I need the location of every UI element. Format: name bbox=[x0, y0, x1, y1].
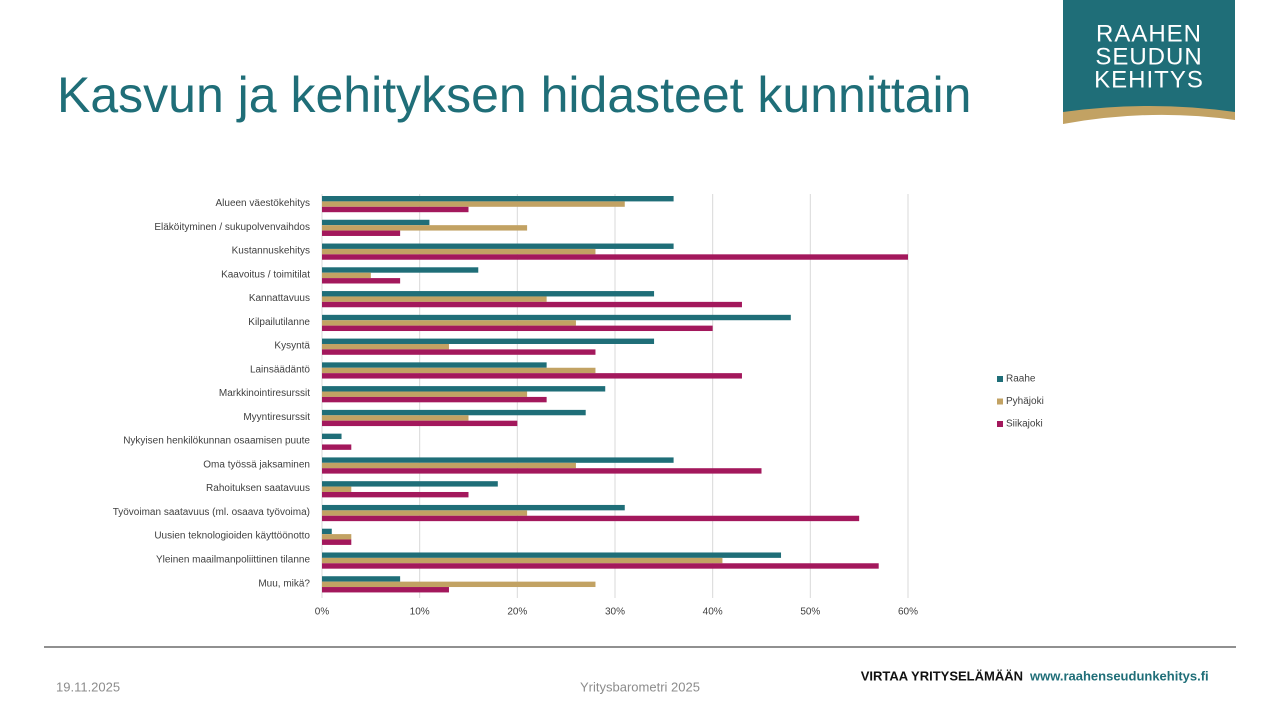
slide-title: Kasvun ja kehityksen hidasteet kunnittai… bbox=[57, 67, 971, 123]
bar bbox=[322, 433, 342, 440]
footer-date: 19.11.2025 bbox=[56, 679, 120, 694]
y-tick-label: Uusien teknologioiden käyttöönotto bbox=[154, 531, 310, 542]
y-tick-label: Rahoituksen saatavuus bbox=[206, 483, 310, 494]
bar bbox=[322, 325, 713, 332]
bar bbox=[322, 373, 742, 379]
y-tick-label: Kannattavuus bbox=[249, 293, 310, 304]
bar bbox=[322, 457, 674, 463]
bar bbox=[322, 320, 576, 326]
bar bbox=[322, 391, 528, 397]
legend-label: Pyhäjoki bbox=[1006, 396, 1044, 407]
bar bbox=[322, 420, 518, 427]
legend-label: Raahe bbox=[1006, 374, 1036, 385]
y-tick-label: Oma työssä jaksaminen bbox=[203, 459, 310, 470]
bar bbox=[322, 481, 498, 487]
bar bbox=[322, 272, 371, 279]
x-tick-label: 10% bbox=[410, 607, 430, 618]
bar bbox=[322, 314, 791, 321]
bar bbox=[322, 396, 547, 403]
y-tick-label: Eläköityminen / sukupolvenvaihdos bbox=[154, 222, 310, 233]
bar bbox=[322, 552, 782, 558]
bar bbox=[322, 486, 352, 492]
logo-text: KEHITYS bbox=[1094, 66, 1204, 93]
bar bbox=[322, 576, 401, 582]
logo-swoosh bbox=[1063, 106, 1235, 124]
bar bbox=[322, 528, 332, 535]
bar bbox=[322, 534, 352, 540]
legend-swatch bbox=[997, 421, 1003, 427]
bar bbox=[322, 515, 860, 522]
x-tick-label: 30% bbox=[605, 607, 625, 618]
x-tick-label: 20% bbox=[507, 607, 527, 618]
y-tick-label: Kaavoitus / toimitilat bbox=[221, 269, 310, 280]
y-tick-label: Lainsäädäntö bbox=[250, 364, 310, 375]
footer-url[interactable]: www.raahenseudunkehitys.fi bbox=[1029, 668, 1209, 683]
bar bbox=[322, 291, 655, 297]
bar bbox=[322, 444, 352, 450]
x-tick-label: 50% bbox=[800, 607, 820, 618]
bar bbox=[322, 248, 596, 255]
x-tick-label: 60% bbox=[898, 607, 918, 618]
y-tick-label: Kysyntä bbox=[274, 341, 310, 352]
bar bbox=[322, 230, 401, 236]
bar bbox=[322, 504, 625, 511]
bar bbox=[322, 254, 908, 260]
y-tick-label: Työvoiman saatavuus (ml. osaava työvoima… bbox=[113, 507, 310, 518]
bar bbox=[322, 296, 547, 302]
bar bbox=[322, 301, 742, 308]
bar bbox=[322, 338, 655, 344]
bar bbox=[322, 196, 674, 202]
y-tick-label: Nykyisen henkilökunnan osaamisen puute bbox=[123, 436, 310, 447]
bar bbox=[322, 468, 762, 474]
logo-background bbox=[1063, 0, 1235, 112]
bar bbox=[322, 386, 606, 392]
y-tick-label: Yleinen maailmanpoliittinen tilanne bbox=[156, 555, 310, 566]
bar bbox=[322, 539, 352, 545]
logo: RAAHEN SEUDUN KEHITYS bbox=[1063, 0, 1235, 124]
bar bbox=[322, 267, 479, 273]
bar bbox=[322, 462, 576, 469]
bar bbox=[322, 563, 879, 569]
bar bbox=[322, 510, 528, 516]
chart: 0% 10% 20% 30% 40% 50% 60% Alueen väestökehitys… bbox=[113, 194, 1044, 618]
y-tick-label: Kilpailutilanne bbox=[248, 317, 310, 328]
bar bbox=[322, 225, 528, 231]
bar bbox=[322, 491, 469, 498]
bar bbox=[322, 367, 596, 374]
bar bbox=[322, 206, 469, 213]
bar bbox=[322, 349, 596, 355]
bar bbox=[322, 219, 430, 226]
footer-slogan: VIRTAA YRITYSELÄMÄÄN bbox=[861, 668, 1023, 683]
legend-swatch bbox=[997, 398, 1003, 405]
bar bbox=[322, 415, 469, 421]
bar bbox=[322, 409, 586, 416]
x-tick-label: 40% bbox=[703, 607, 723, 618]
y-tick-label: Alueen väestökehitys bbox=[215, 198, 310, 209]
y-tick-label: Myyntiresurssit bbox=[243, 412, 310, 423]
y-tick-label: Markkinointiresurssit bbox=[219, 388, 310, 399]
legend-swatch bbox=[997, 376, 1003, 382]
x-tick-label: 0% bbox=[315, 607, 330, 618]
logo-text: SEUDUN bbox=[1095, 43, 1202, 70]
bar bbox=[322, 362, 547, 368]
bar bbox=[322, 581, 596, 588]
footer-center: Yritysbarometri 2025 bbox=[580, 679, 700, 694]
bar bbox=[322, 587, 449, 593]
bar bbox=[322, 243, 674, 249]
bar bbox=[322, 343, 449, 350]
y-tick-label: Muu, mikä? bbox=[258, 578, 310, 589]
bar bbox=[322, 557, 723, 564]
y-tick-label: Kustannuskehitys bbox=[232, 246, 310, 257]
bar bbox=[322, 201, 625, 207]
legend-label: Siikajoki bbox=[1006, 419, 1043, 430]
bar bbox=[322, 278, 401, 284]
logo-text: RAAHEN bbox=[1096, 20, 1202, 47]
